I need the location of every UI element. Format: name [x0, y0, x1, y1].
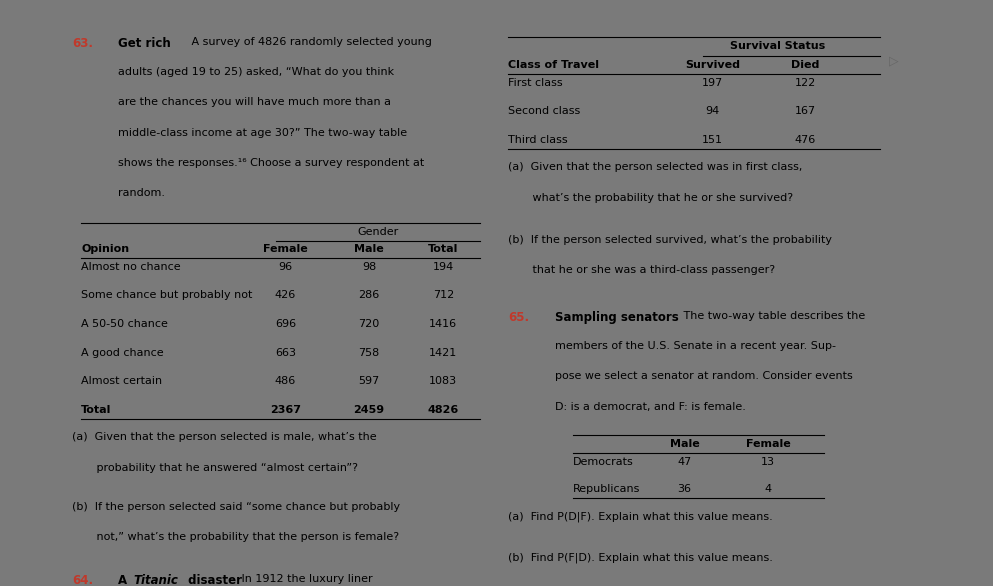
Text: The two-way table describes the: The two-way table describes the	[680, 311, 865, 321]
Text: that he or she was a third-class passenger?: that he or she was a third-class passeng…	[508, 265, 776, 275]
Text: adults (aged 19 to 25) asked, “What do you think: adults (aged 19 to 25) asked, “What do y…	[118, 67, 394, 77]
Text: (a)  Given that the person selected was in first class,: (a) Given that the person selected was i…	[508, 162, 802, 172]
Text: Titanic: Titanic	[133, 574, 178, 586]
Text: not,” what’s the probability that the person is female?: not,” what’s the probability that the pe…	[71, 532, 399, 542]
Text: 2367: 2367	[270, 405, 301, 415]
Text: Female: Female	[746, 439, 790, 449]
Text: Sampling senators: Sampling senators	[555, 311, 678, 323]
Text: Survival Status: Survival Status	[730, 41, 825, 51]
Text: what’s the probability that he or she survived?: what’s the probability that he or she su…	[508, 193, 793, 203]
Text: Survived: Survived	[685, 60, 740, 70]
Text: Third class: Third class	[508, 135, 568, 145]
Text: D: is a democrat, and F: is female.: D: is a democrat, and F: is female.	[555, 401, 746, 411]
Text: 65.: 65.	[508, 311, 529, 323]
Text: (a)  Given that the person selected is male, what’s the: (a) Given that the person selected is ma…	[71, 432, 376, 442]
Text: 486: 486	[275, 376, 296, 386]
Text: (b)  Find P(F|D). Explain what this value means.: (b) Find P(F|D). Explain what this value…	[508, 553, 774, 563]
Text: ▷: ▷	[889, 54, 899, 67]
Text: Second class: Second class	[508, 106, 581, 116]
Text: 64.: 64.	[71, 574, 93, 586]
Text: Democrats: Democrats	[573, 456, 634, 466]
Text: 4826: 4826	[428, 405, 459, 415]
Text: 96: 96	[278, 261, 293, 271]
Text: 1421: 1421	[429, 347, 458, 357]
Text: Almost certain: Almost certain	[81, 376, 162, 386]
Text: random.: random.	[118, 188, 165, 198]
Text: disaster: disaster	[185, 574, 242, 586]
Text: 720: 720	[358, 319, 379, 329]
Text: 167: 167	[794, 106, 816, 116]
Text: probability that he answered “almost certain”?: probability that he answered “almost cer…	[71, 463, 357, 473]
Text: 1416: 1416	[429, 319, 458, 329]
Text: 122: 122	[794, 77, 816, 88]
Text: 696: 696	[275, 319, 296, 329]
Text: In 1912 the luxury liner: In 1912 the luxury liner	[238, 574, 372, 584]
Text: are the chances you will have much more than a: are the chances you will have much more …	[118, 97, 391, 107]
Text: (b)  If the person selected said “some chance but probably: (b) If the person selected said “some ch…	[71, 502, 400, 512]
Text: Male: Male	[355, 244, 384, 254]
Text: 4: 4	[765, 484, 772, 494]
Text: A 50-50 chance: A 50-50 chance	[81, 319, 168, 329]
Text: Female: Female	[263, 244, 308, 254]
Text: 194: 194	[433, 261, 454, 271]
Text: A survey of 4826 randomly selected young: A survey of 4826 randomly selected young	[188, 37, 432, 47]
Text: 63.: 63.	[71, 37, 93, 50]
Text: First class: First class	[508, 77, 563, 88]
Text: Class of Travel: Class of Travel	[508, 60, 599, 70]
Text: 758: 758	[358, 347, 379, 357]
Text: (a)  Find P(D|F). Explain what this value means.: (a) Find P(D|F). Explain what this value…	[508, 512, 773, 522]
Text: A: A	[118, 574, 131, 586]
Text: (b)  If the person selected survived, what’s the probability: (b) If the person selected survived, wha…	[508, 235, 832, 245]
Text: Some chance but probably not: Some chance but probably not	[81, 290, 252, 300]
Text: 286: 286	[358, 290, 379, 300]
Text: 36: 36	[677, 484, 692, 494]
Text: Get rich: Get rich	[118, 37, 171, 50]
Text: middle-class income at age 30?” The two-way table: middle-class income at age 30?” The two-…	[118, 128, 407, 138]
Text: 597: 597	[358, 376, 379, 386]
Text: Gender: Gender	[357, 227, 399, 237]
Text: Total: Total	[81, 405, 111, 415]
Text: Opinion: Opinion	[81, 244, 129, 254]
Text: Male: Male	[670, 439, 699, 449]
Text: 476: 476	[794, 135, 816, 145]
Text: Republicans: Republicans	[573, 484, 640, 494]
Text: 47: 47	[677, 456, 692, 466]
Text: 426: 426	[275, 290, 296, 300]
Text: 663: 663	[275, 347, 296, 357]
Text: A good chance: A good chance	[81, 347, 164, 357]
Text: pose we select a senator at random. Consider events: pose we select a senator at random. Cons…	[555, 371, 852, 381]
Text: members of the U.S. Senate in a recent year. Sup-: members of the U.S. Senate in a recent y…	[555, 341, 836, 351]
Text: 197: 197	[702, 77, 723, 88]
Text: 151: 151	[702, 135, 723, 145]
Text: 1083: 1083	[429, 376, 458, 386]
Text: 2459: 2459	[354, 405, 384, 415]
Text: shows the responses.¹⁶ Choose a survey respondent at: shows the responses.¹⁶ Choose a survey r…	[118, 158, 425, 168]
Text: Total: Total	[428, 244, 459, 254]
Text: 712: 712	[433, 290, 454, 300]
Text: 94: 94	[705, 106, 720, 116]
Text: Died: Died	[791, 60, 819, 70]
Text: Almost no chance: Almost no chance	[81, 261, 181, 271]
Text: 13: 13	[762, 456, 776, 466]
Text: 98: 98	[361, 261, 376, 271]
